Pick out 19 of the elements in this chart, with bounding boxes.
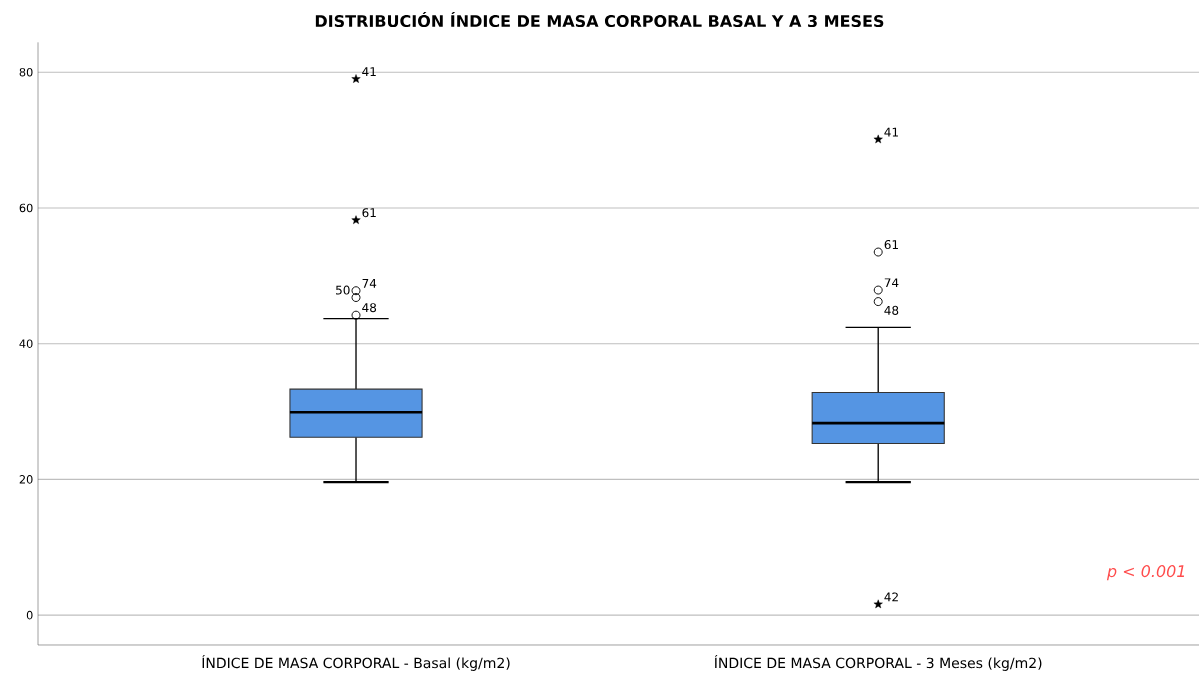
annotation: 74 [362,279,377,288]
chart-title: DISTRIBUCIÓN ÍNDICE DE MASA CORPORAL BASAL Y A 3 MESES [315,12,884,28]
annotation: 74 [884,278,899,288]
y-tick-label: 40 [19,339,33,348]
y-tick-label: 80 [19,67,33,77]
x-tick-label: ÍNDICE DE MASA CORPORAL - 3 Meses (kg/m2) [714,655,1042,671]
y-tick-label: 60 [19,203,33,213]
annotation: 61 [884,240,898,250]
annotation: 41 [884,127,898,137]
annotation: 50 [336,285,350,295]
annotation: 48 [362,303,377,313]
x-tick-label: ÍNDICE DE MASA CORPORAL - Basal (kg/m2) [202,655,510,671]
y-tick-label: 0 [26,610,33,620]
annotation: 61 [362,208,376,218]
annotation: 42 [884,592,898,602]
annotation: p < 0.001 [1106,565,1185,581]
y-tick-label: 20 [19,475,33,484]
annotation: 48 [884,305,899,315]
annotation: 41 [362,67,376,77]
